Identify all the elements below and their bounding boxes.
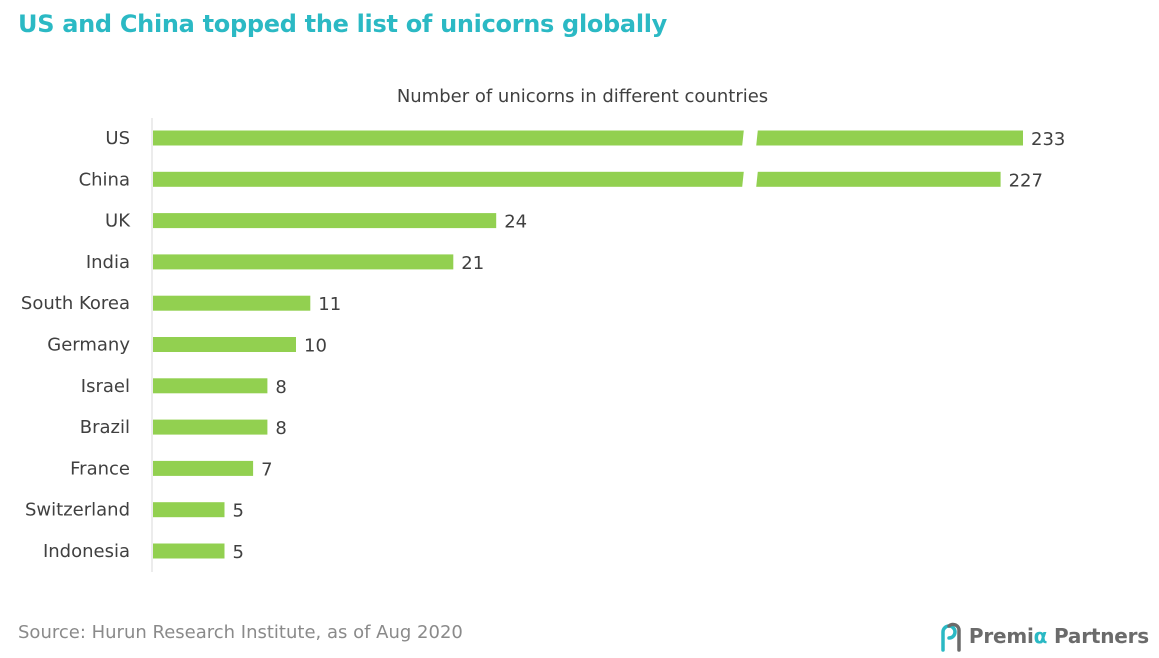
logo-alpha: α <box>1033 624 1048 648</box>
source-note: Source: Hurun Research Institute, as of … <box>18 622 463 643</box>
category-label: US <box>105 128 130 149</box>
data-label: 21 <box>461 253 484 274</box>
page-headline: US and China topped the list of unicorns… <box>18 10 668 38</box>
category-label: Indonesia <box>43 541 130 562</box>
data-label: 227 <box>1009 170 1043 191</box>
logo-word-premi: Premi <box>968 624 1034 648</box>
category-label: Brazil <box>80 417 130 438</box>
bar-china <box>153 171 1001 187</box>
data-label: 8 <box>275 418 286 439</box>
premia-partners-logo: Premiα Partners <box>939 620 1149 652</box>
category-label: India <box>86 252 130 273</box>
bar-switzerland <box>153 502 225 518</box>
data-label: 7 <box>261 459 272 480</box>
category-label: Israel <box>81 376 130 397</box>
bar-uk <box>153 213 497 229</box>
data-label: 5 <box>233 501 244 522</box>
bar-us <box>153 130 1023 146</box>
bar-france <box>153 460 254 476</box>
category-label: France <box>70 458 130 479</box>
data-label: 8 <box>275 377 286 398</box>
bar-indonesia <box>153 543 225 559</box>
axis-break-marker <box>742 128 758 148</box>
data-label: 10 <box>304 336 327 357</box>
premia-logo-icon <box>941 622 961 652</box>
data-label: 233 <box>1031 129 1065 150</box>
category-label: South Korea <box>21 293 130 314</box>
logo-wordmark: Premiα Partners <box>969 624 1149 648</box>
category-label: China <box>79 169 130 190</box>
axis-break-marker <box>742 169 758 189</box>
category-label: Germany <box>47 335 130 356</box>
bar-germany <box>153 337 296 352</box>
category-label: Switzerland <box>25 500 130 521</box>
category-label: UK <box>105 211 131 232</box>
bar-brazil <box>153 419 268 435</box>
bar-south-korea <box>153 295 311 311</box>
chart-title: Number of unicorns in different countrie… <box>396 86 769 107</box>
bar-india <box>153 254 454 270</box>
data-label: 24 <box>504 212 527 233</box>
bar-israel <box>153 378 268 394</box>
data-label: 11 <box>318 294 341 315</box>
data-label: 5 <box>233 542 244 563</box>
bar-chart: US 233 China 227 UK 24 India 21 South Korea 11 Ger… <box>21 118 1065 572</box>
logo-word-partners: Partners <box>1053 624 1149 648</box>
